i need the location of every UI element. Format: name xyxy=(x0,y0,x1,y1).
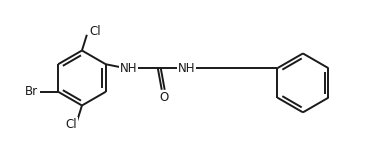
Text: Cl: Cl xyxy=(65,118,77,131)
Text: Br: Br xyxy=(25,85,38,98)
Text: O: O xyxy=(159,91,168,104)
Text: Cl: Cl xyxy=(89,25,101,38)
Text: NH: NH xyxy=(119,62,137,75)
Text: NH: NH xyxy=(178,62,195,75)
